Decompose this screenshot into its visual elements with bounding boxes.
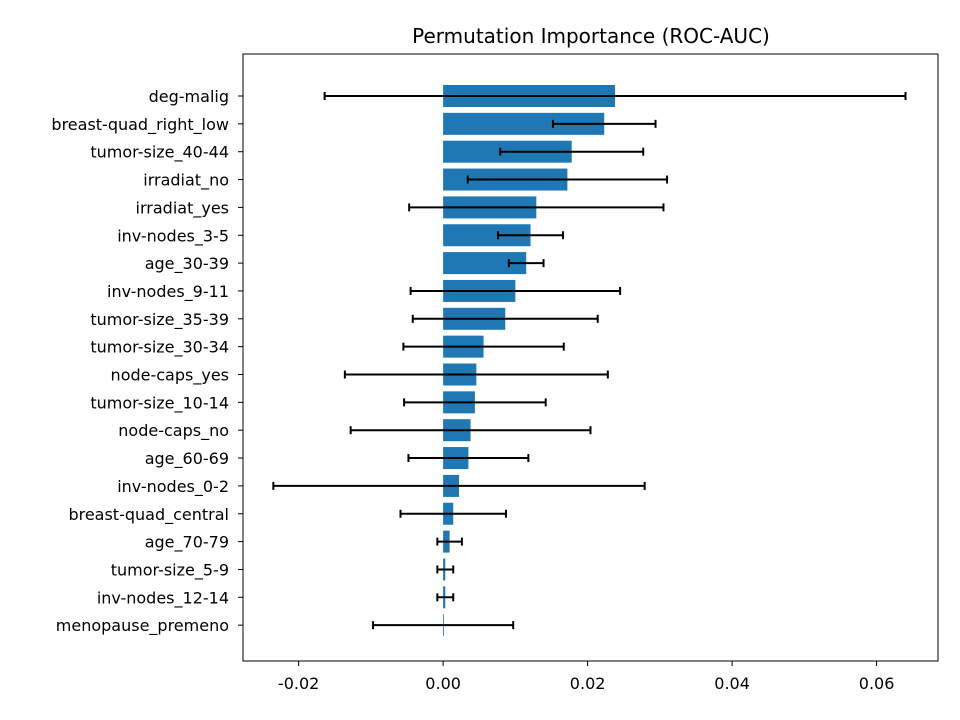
error-bar — [372, 621, 515, 630]
y-tick-label: node-caps_no — [118, 421, 229, 441]
error-bar — [403, 398, 547, 407]
x-tick-label: 0.00 — [425, 674, 461, 693]
chart-title: Permutation Importance (ROC-AUC) — [412, 24, 770, 48]
error-bar — [507, 259, 545, 268]
y-tick-label: age_70-79 — [145, 533, 229, 553]
error-bar — [399, 509, 507, 518]
y-tick-label: tumor-size_10-14 — [90, 393, 229, 413]
y-tick-label: irradiat_yes — [136, 198, 229, 218]
x-tick-label: 0.02 — [570, 674, 606, 693]
error-bar — [436, 593, 455, 602]
y-tick-label: tumor-size_30-34 — [90, 338, 229, 358]
error-bar — [466, 175, 669, 184]
y-tick-label: irradiat_no — [143, 171, 229, 191]
y-tick-label: age_30-39 — [145, 254, 229, 274]
x-tick-label: 0.06 — [859, 674, 895, 693]
error-bar — [411, 314, 599, 323]
error-bar — [551, 119, 657, 128]
y-tick-label: node-caps_yes — [111, 366, 229, 386]
y-tick-label: tumor-size_5-9 — [111, 560, 229, 580]
error-bar — [436, 565, 455, 574]
y-tick-label: inv-nodes_0-2 — [117, 477, 229, 497]
error-bar — [323, 92, 907, 100]
x-axis: -0.02 0.00 0.02 0.04 0.06 — [278, 661, 894, 693]
error-bar — [497, 231, 565, 240]
error-bar — [402, 342, 565, 351]
error-bar — [436, 537, 463, 546]
y-tick-label: tumor-size_35-39 — [90, 310, 229, 330]
error-bar — [349, 426, 592, 435]
y-tick-label: inv-nodes_12-14 — [97, 588, 229, 608]
y-tick-label: menopause_premeno — [56, 616, 229, 636]
error-bar — [408, 203, 665, 212]
plot-frame — [242, 53, 939, 662]
error-bar — [409, 286, 622, 295]
y-axis: deg-malig breast-quad_right_low tumor-size… — [51, 87, 243, 636]
y-tick-label: tumor-size_40-44 — [90, 143, 229, 163]
y-tick-label: breast-quad_central — [68, 505, 229, 525]
bars-group — [443, 85, 616, 637]
error-bar — [272, 481, 646, 490]
y-tick-label: age_60-69 — [145, 449, 229, 469]
error-bar — [499, 147, 645, 156]
y-tick-label: breast-quad_right_low — [51, 115, 229, 135]
x-tick-label: -0.02 — [278, 674, 319, 693]
error-bars-group — [272, 92, 907, 630]
bar — [443, 224, 531, 247]
bar — [443, 112, 605, 135]
error-bar — [407, 454, 530, 463]
y-tick-label: inv-nodes_9-11 — [107, 282, 229, 302]
y-tick-label: inv-nodes_3-5 — [117, 226, 229, 246]
error-bar — [343, 370, 609, 379]
x-tick-label: 0.04 — [714, 674, 750, 693]
y-tick-label: deg-malig — [149, 87, 229, 106]
bar — [443, 252, 527, 275]
